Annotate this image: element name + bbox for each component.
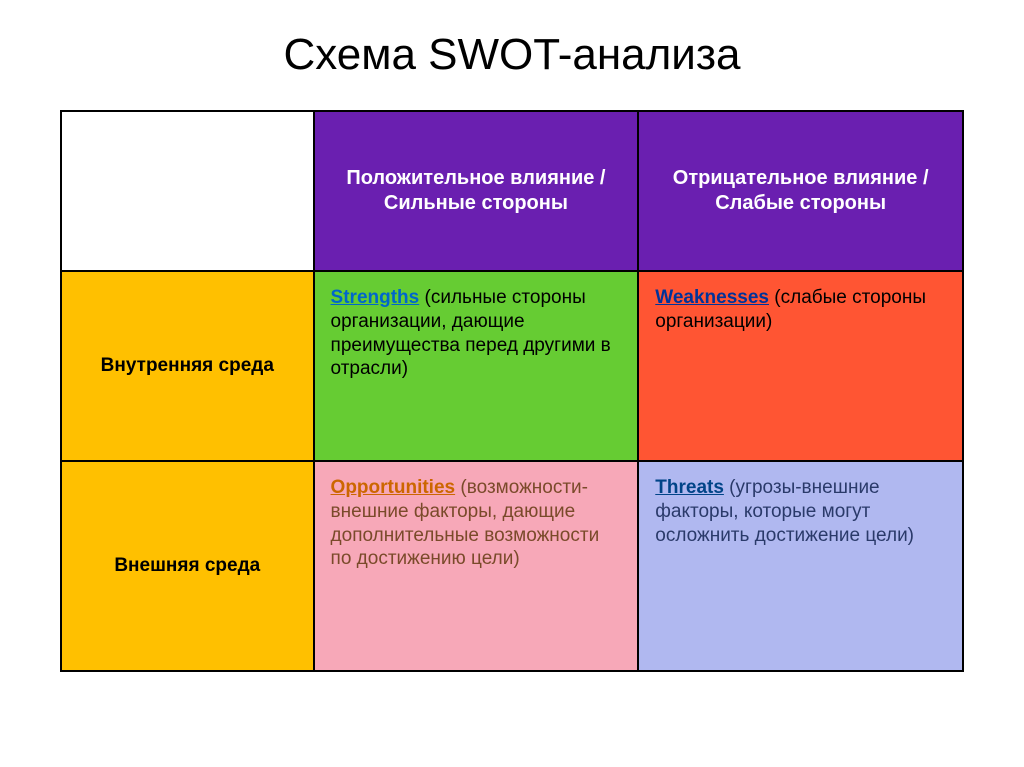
cell-strengths: Strengths (сильные стороны организации, … xyxy=(314,271,639,461)
keyword-threats: Threats xyxy=(655,477,724,498)
cell-opportunities: Opportunities (возможности-внешние факто… xyxy=(314,461,639,671)
cell-threats: Threats (угрозы-внешние факторы, которые… xyxy=(638,461,963,671)
keyword-opportunities: Opportunities xyxy=(331,477,456,498)
header-negative: Отрицательное влияние / Слабые стороны xyxy=(638,111,963,271)
keyword-weaknesses: Weaknesses xyxy=(655,287,769,308)
keyword-strengths: Strengths xyxy=(331,287,420,308)
row-internal: Внутренняя среда Strengths (сильные стор… xyxy=(61,271,963,461)
row-external: Внешняя среда Opportunities (возможности… xyxy=(61,461,963,671)
header-positive: Положительное влияние / Сильные стороны xyxy=(314,111,639,271)
cell-weaknesses: Weaknesses (слабые стороны организации) xyxy=(638,271,963,461)
swot-table: Положительное влияние / Сильные стороны … xyxy=(60,110,964,672)
header-row: Положительное влияние / Сильные стороны … xyxy=(61,111,963,271)
slide-title: Схема SWOT-анализа xyxy=(60,30,964,80)
row-header-internal: Внутренняя среда xyxy=(61,271,314,461)
row-header-external: Внешняя среда xyxy=(61,461,314,671)
slide: Схема SWOT-анализа Положительное влияние… xyxy=(0,0,1024,767)
header-empty-cell xyxy=(61,111,314,271)
